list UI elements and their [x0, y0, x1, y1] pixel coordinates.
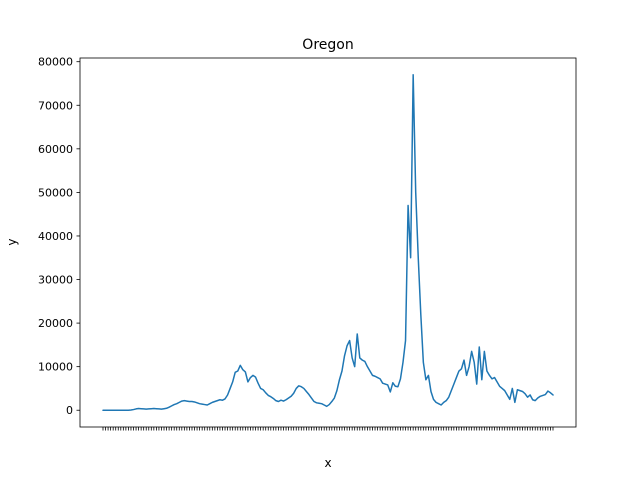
- y-axis-label: y: [5, 238, 19, 245]
- y-tick-label: 30000: [38, 274, 73, 287]
- plot-frame: [79, 57, 577, 428]
- y-tick-label: 80000: [38, 56, 73, 69]
- series-line: [102, 74, 554, 411]
- y-axis-ticks: 0 10000 20000 30000 40000 50000 60000 70000 8000…: [38, 56, 80, 417]
- y-tick-label: 0: [66, 404, 73, 417]
- y-tick-label: 70000: [38, 99, 73, 112]
- y-tick-label: 60000: [38, 143, 73, 156]
- plot-area: [80, 58, 576, 427]
- y-tick-label: 40000: [38, 230, 73, 243]
- y-tick-label: 20000: [38, 317, 73, 330]
- y-tick-label: 50000: [38, 186, 73, 199]
- x-axis-ticks: [102, 427, 554, 431]
- x-axis-label: x: [324, 456, 331, 470]
- chart-title: Oregon: [302, 37, 353, 53]
- y-tick-label: 10000: [38, 361, 73, 374]
